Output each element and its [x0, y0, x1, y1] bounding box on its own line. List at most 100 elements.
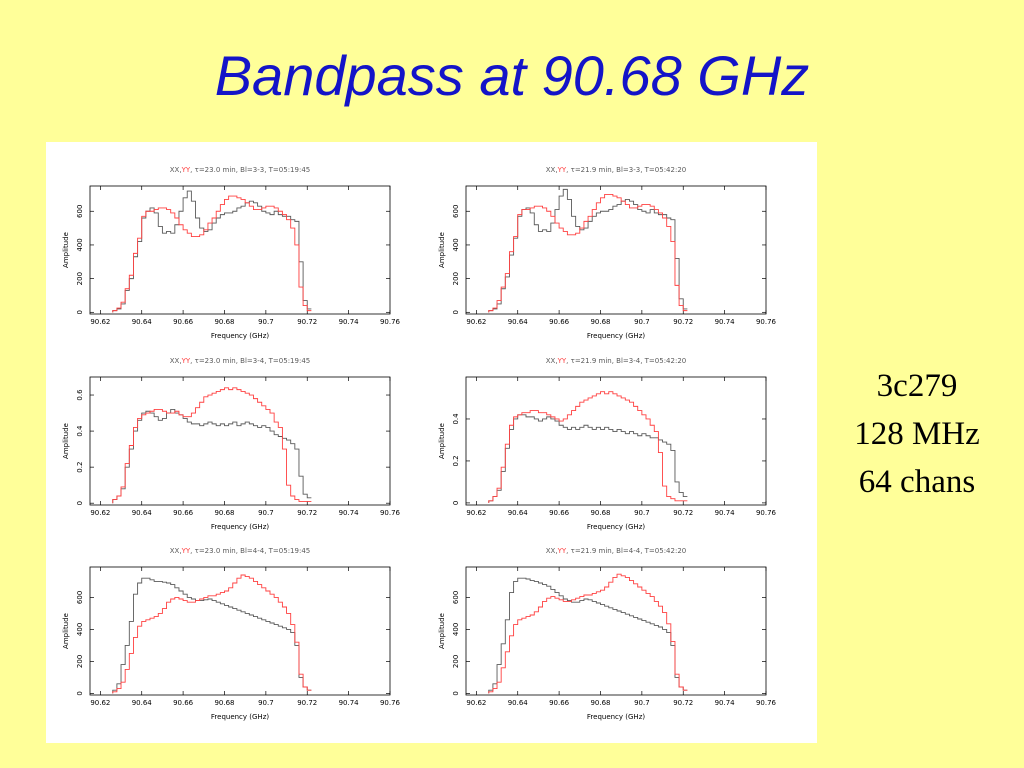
series-xx-line — [488, 577, 688, 694]
y-tick-label: 0 — [452, 310, 460, 314]
y-tick-label: 200 — [76, 655, 84, 668]
x-tick-label: 90.64 — [132, 699, 153, 707]
chart-title: XX,YY, τ=23.0 min, Bl=4-4, T=05:19:45 — [170, 547, 310, 555]
series-xx-line — [488, 414, 688, 503]
x-tick-label: 90.62 — [90, 509, 110, 517]
chart-title-part: XX, — [546, 166, 558, 174]
x-tick-label: 90.62 — [466, 318, 486, 326]
x-tick-label: 90.68 — [214, 318, 234, 326]
x-tick-label: 90.66 — [549, 699, 570, 707]
y-tick-label: 0.2 — [76, 462, 84, 473]
x-tick-label: 90.74 — [339, 318, 360, 326]
chart-title-part: YY — [557, 357, 567, 365]
series-xx-line — [112, 409, 312, 504]
series-xx-line — [112, 190, 312, 313]
x-tick-label: 90.72 — [673, 318, 693, 326]
bandpass-plots: XX,YY, τ=23.0 min, Bl=3-3, T=05:19:4590.… — [62, 166, 777, 721]
x-tick-label: 90.72 — [297, 318, 317, 326]
chart-title-part: , τ=21.9 min, Bl=3-3, T=05:42:20 — [566, 166, 686, 174]
x-tick-label: 90.68 — [590, 699, 610, 707]
plot-frame — [89, 376, 391, 506]
chart-title: XX,YY, τ=21.9 min, Bl=4-4, T=05:42:20 — [546, 547, 686, 555]
channels-note: 64 chans — [858, 464, 976, 500]
x-tick-label: 90.62 — [466, 699, 486, 707]
y-tick-label: 400 — [452, 238, 460, 251]
y-axis-label: Amplitude — [62, 613, 70, 649]
x-tick-label: 90.72 — [297, 509, 317, 517]
x-axis-label: Frequency (GHz) — [587, 713, 645, 721]
x-tick-label: 90.7 — [258, 699, 274, 707]
y-tick-label: 200 — [76, 272, 84, 285]
x-tick-label: 90.76 — [756, 509, 777, 517]
chart-title-part: , τ=23.0 min, Bl=3-3, T=05:19:45 — [190, 166, 310, 174]
x-tick-label: 90.68 — [590, 509, 610, 517]
x-tick-label: 90.72 — [673, 509, 693, 517]
x-tick-label: 90.64 — [508, 509, 529, 517]
slide-title: Bandpass at 90.68 GHz — [214, 44, 810, 107]
y-axis-label: Amplitude — [62, 423, 70, 459]
x-tick-label: 90.64 — [132, 509, 153, 517]
x-tick-label: 90.66 — [173, 699, 194, 707]
chart-title-part: , τ=21.9 min, Bl=3-4, T=05:42:20 — [566, 357, 686, 365]
x-tick-label: 90.64 — [132, 318, 153, 326]
series-yy-line — [488, 391, 688, 503]
x-tick-label: 90.62 — [90, 699, 110, 707]
chart-title-part: XX, — [546, 357, 558, 365]
chart-panel-5: XX,YY, τ=23.0 min, Bl=4-4, T=05:19:45 90.… — [62, 547, 401, 721]
x-tick-label: 90.74 — [339, 699, 360, 707]
chart-title-part: XX, — [170, 547, 182, 555]
x-tick-label: 90.7 — [634, 509, 650, 517]
x-tick-label: 90.76 — [756, 699, 777, 707]
y-axis-label: Amplitude — [438, 423, 446, 459]
chart-title-part: YY — [181, 547, 191, 555]
x-tick-label: 90.68 — [590, 318, 610, 326]
x-tick-label: 90.62 — [466, 509, 486, 517]
chart-title: XX,YY, τ=21.9 min, Bl=3-4, T=05:42:20 — [546, 357, 686, 365]
y-tick-label: 600 — [76, 591, 84, 604]
x-tick-label: 90.74 — [715, 699, 736, 707]
x-tick-label: 90.66 — [173, 509, 194, 517]
chart-panel-4: XX,YY, τ=21.9 min, Bl=3-4, T=05:42:20 90.… — [438, 357, 777, 531]
x-tick-label: 90.76 — [380, 699, 401, 707]
x-tick-label: 90.7 — [258, 318, 274, 326]
x-axis-label: Frequency (GHz) — [587, 332, 645, 340]
series-yy-line — [112, 387, 312, 504]
plot-frame — [465, 566, 767, 696]
x-tick-label: 90.74 — [339, 509, 360, 517]
chart-title-part: , τ=23.0 min, Bl=3-4, T=05:19:45 — [190, 357, 310, 365]
chart-title-part: YY — [181, 357, 191, 365]
y-tick-label: 400 — [76, 623, 84, 636]
chart-title-part: XX, — [546, 547, 558, 555]
chart-title-part: YY — [557, 547, 567, 555]
y-tick-label: 0 — [76, 310, 84, 314]
x-axis-label: Frequency (GHz) — [211, 523, 269, 531]
y-axis-label: Amplitude — [438, 232, 446, 268]
plot-frame — [465, 376, 767, 506]
x-tick-label: 90.7 — [258, 509, 274, 517]
chart-title: XX,YY, τ=21.9 min, Bl=3-3, T=05:42:20 — [546, 166, 686, 174]
x-tick-label: 90.66 — [173, 318, 194, 326]
x-tick-label: 90.64 — [508, 699, 529, 707]
chart-title: XX,YY, τ=23.0 min, Bl=3-4, T=05:19:45 — [170, 357, 310, 365]
plot-frame — [89, 185, 391, 315]
chart-title-part: YY — [557, 166, 567, 174]
y-axis-label: Amplitude — [438, 613, 446, 649]
series-yy-line — [488, 193, 688, 313]
x-tick-label: 90.64 — [508, 318, 529, 326]
chart-panel-2: XX,YY, τ=21.9 min, Bl=3-3, T=05:42:20 90.… — [438, 166, 777, 340]
source-note: 3c279 — [876, 368, 958, 404]
chart-panel-3: XX,YY, τ=23.0 min, Bl=3-4, T=05:19:45 90.… — [62, 357, 401, 531]
series-yy-line — [488, 573, 688, 694]
y-axis-label: Amplitude — [62, 232, 70, 268]
x-tick-label: 90.7 — [634, 699, 650, 707]
y-tick-label: 0.6 — [76, 389, 84, 401]
chart-panel-1: XX,YY, τ=23.0 min, Bl=3-3, T=05:19:45 90.… — [62, 166, 401, 340]
x-tick-label: 90.74 — [715, 318, 736, 326]
series-yy-line — [112, 574, 312, 694]
x-tick-label: 90.72 — [673, 699, 693, 707]
x-tick-label: 90.62 — [90, 318, 110, 326]
x-tick-label: 90.76 — [380, 318, 401, 326]
chart-title-part: XX, — [170, 357, 182, 365]
y-tick-label: 600 — [452, 591, 460, 604]
y-tick-label: 0 — [452, 501, 460, 505]
